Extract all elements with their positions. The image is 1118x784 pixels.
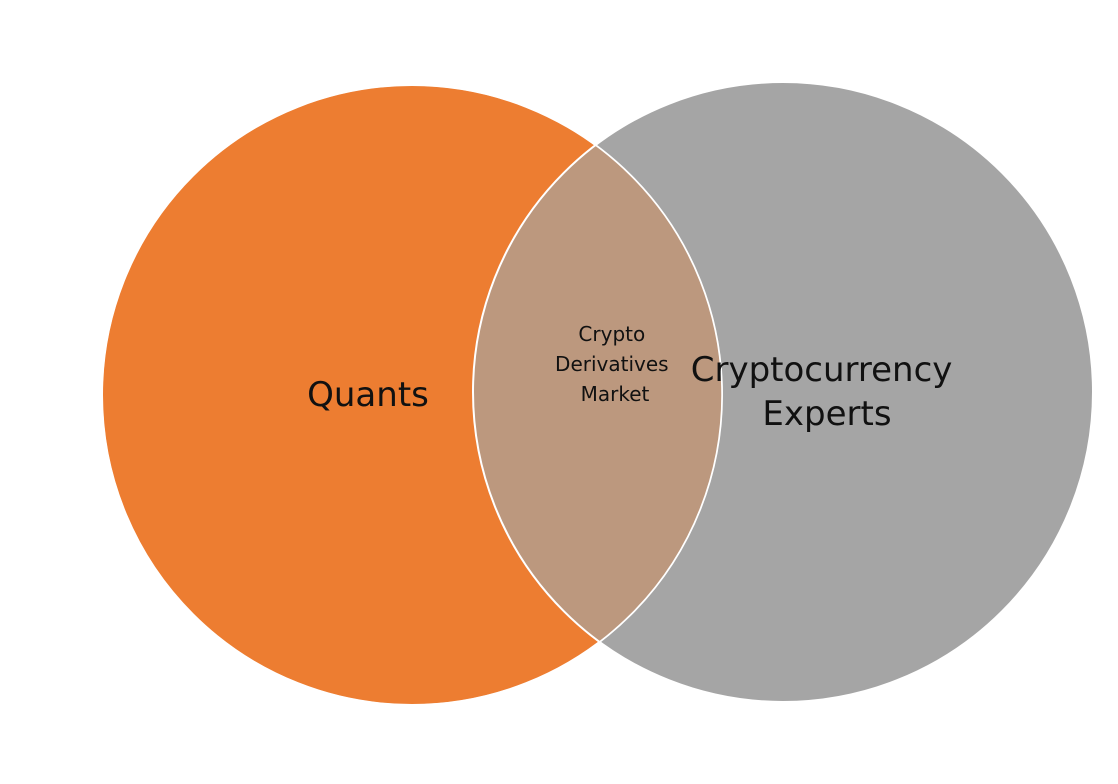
intersection-region	[472, 85, 722, 703]
intersection-label-line: Crypto	[578, 322, 645, 346]
set-label-cryptocurrency-experts: Cryptocurrency Experts	[691, 350, 964, 434]
intersection-label-line: Market	[581, 382, 650, 406]
intersection-label: Crypto Derivatives Market	[555, 322, 675, 406]
set-label-line: Cryptocurrency	[691, 350, 953, 390]
intersection-outline	[101, 84, 723, 706]
set-label-quants: Quants	[307, 375, 429, 415]
intersection-label-line: Derivatives	[555, 352, 669, 376]
set-label-line: Experts	[762, 394, 891, 434]
